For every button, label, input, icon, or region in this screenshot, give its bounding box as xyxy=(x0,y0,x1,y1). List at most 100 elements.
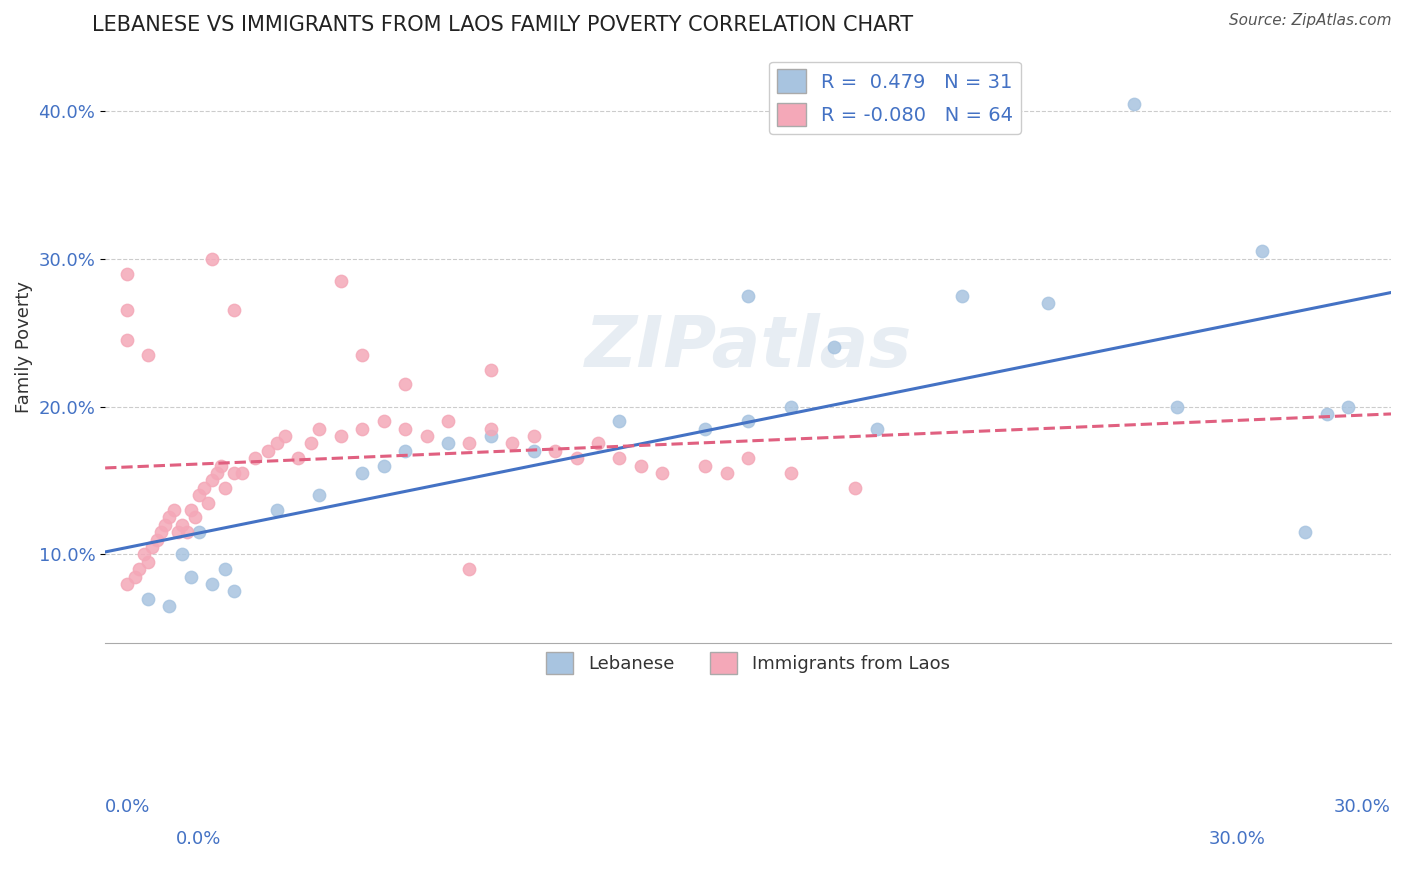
Point xyxy=(565,451,588,466)
Point xyxy=(214,562,236,576)
Point xyxy=(479,362,502,376)
Point xyxy=(1294,525,1316,540)
Point xyxy=(394,443,416,458)
Point xyxy=(124,569,146,583)
Point xyxy=(479,429,502,443)
Point xyxy=(145,533,167,547)
Point xyxy=(308,422,330,436)
Point xyxy=(352,422,374,436)
Text: 30.0%: 30.0% xyxy=(1209,830,1265,847)
Point xyxy=(1316,407,1339,421)
Point xyxy=(737,289,759,303)
Point xyxy=(209,458,232,473)
Point xyxy=(329,429,352,443)
Point xyxy=(205,466,228,480)
Point xyxy=(141,540,163,554)
Point xyxy=(716,466,738,480)
Legend: Lebanese, Immigrants from Laos: Lebanese, Immigrants from Laos xyxy=(538,645,957,681)
Point xyxy=(266,436,288,450)
Point xyxy=(844,481,866,495)
Point xyxy=(609,414,631,428)
Point xyxy=(163,503,186,517)
Point xyxy=(180,569,202,583)
Point xyxy=(737,451,759,466)
Point xyxy=(115,333,138,347)
Point xyxy=(695,422,717,436)
Point xyxy=(153,517,176,532)
Point xyxy=(132,547,155,561)
Point xyxy=(176,525,198,540)
Point xyxy=(243,451,266,466)
Text: LEBANESE VS IMMIGRANTS FROM LAOS FAMILY POVERTY CORRELATION CHART: LEBANESE VS IMMIGRANTS FROM LAOS FAMILY … xyxy=(93,15,914,35)
Point xyxy=(373,458,395,473)
Point xyxy=(523,429,546,443)
Point xyxy=(231,466,253,480)
Point xyxy=(780,400,803,414)
Point xyxy=(201,577,224,591)
Point xyxy=(523,443,546,458)
Point xyxy=(115,267,138,281)
Point xyxy=(651,466,673,480)
Point xyxy=(266,503,288,517)
Point xyxy=(394,377,416,392)
Point xyxy=(188,525,211,540)
Point xyxy=(373,414,395,428)
Point xyxy=(437,436,460,450)
Point xyxy=(197,495,219,509)
Text: Source: ZipAtlas.com: Source: ZipAtlas.com xyxy=(1229,13,1392,29)
Point xyxy=(352,466,374,480)
Point xyxy=(394,422,416,436)
Point xyxy=(149,525,172,540)
Point xyxy=(136,348,159,362)
Point xyxy=(136,591,159,606)
Point xyxy=(184,510,207,524)
Point xyxy=(299,436,322,450)
Point xyxy=(180,503,202,517)
Text: 0.0%: 0.0% xyxy=(105,798,150,816)
Point xyxy=(458,436,481,450)
Point xyxy=(479,422,502,436)
Point xyxy=(159,599,181,613)
Point xyxy=(201,252,224,266)
Point xyxy=(630,458,652,473)
Point xyxy=(458,562,481,576)
Point xyxy=(222,303,245,318)
Point xyxy=(1036,296,1059,310)
Point xyxy=(274,429,297,443)
Point xyxy=(1122,96,1144,111)
Point xyxy=(172,547,194,561)
Point xyxy=(1251,244,1274,259)
Point xyxy=(352,348,374,362)
Point xyxy=(222,584,245,599)
Point xyxy=(586,436,609,450)
Point xyxy=(214,481,236,495)
Point xyxy=(823,340,845,354)
Text: 0.0%: 0.0% xyxy=(176,830,221,847)
Y-axis label: Family Poverty: Family Poverty xyxy=(15,282,32,413)
Point xyxy=(415,429,437,443)
Point xyxy=(115,577,138,591)
Point xyxy=(501,436,523,450)
Point xyxy=(1166,400,1188,414)
Point xyxy=(329,274,352,288)
Point xyxy=(609,451,631,466)
Point xyxy=(544,443,567,458)
Point xyxy=(308,488,330,502)
Point xyxy=(437,414,460,428)
Point xyxy=(188,488,211,502)
Point xyxy=(695,458,717,473)
Point xyxy=(257,443,280,458)
Point xyxy=(167,525,190,540)
Text: ZIPatlas: ZIPatlas xyxy=(585,313,911,382)
Point xyxy=(136,555,159,569)
Point xyxy=(201,474,224,488)
Point xyxy=(1337,400,1360,414)
Point xyxy=(866,422,889,436)
Point xyxy=(115,303,138,318)
Point xyxy=(737,414,759,428)
Point xyxy=(287,451,309,466)
Point xyxy=(128,562,150,576)
Point xyxy=(159,510,181,524)
Text: 30.0%: 30.0% xyxy=(1334,798,1391,816)
Point xyxy=(222,466,245,480)
